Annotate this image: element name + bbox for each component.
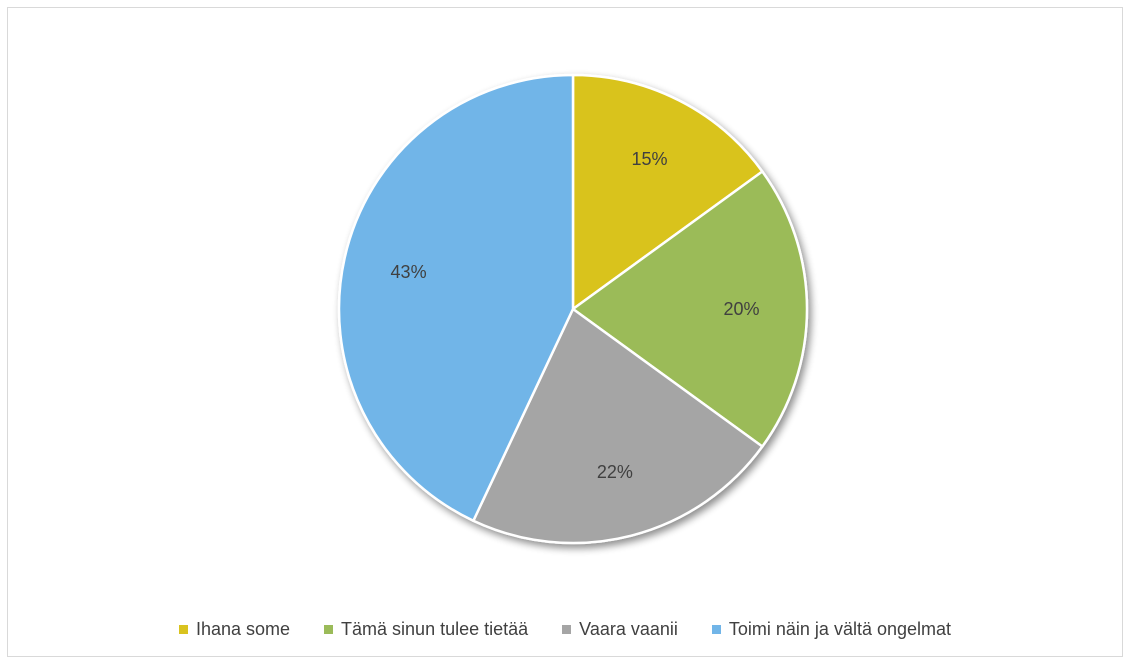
slice-data-label: 20%	[723, 299, 759, 319]
legend-swatch	[324, 625, 334, 634]
pie-slice	[571, 73, 764, 311]
legend-label: Toimi näin ja vältä ongelmat	[728, 619, 952, 639]
pie-slice	[571, 170, 809, 448]
legend-item: Toimi näin ja vältä ongelmat	[711, 619, 952, 640]
legend: Ihana some Tämä sinun tulee tietää Vaara v…	[0, 619, 1130, 640]
slice-data-label: 15%	[631, 149, 667, 169]
slice-data-label: 43%	[391, 262, 427, 282]
legend-label: Tämä sinun tulee tietää	[341, 619, 529, 639]
legend-item: Vaara vaanii	[562, 619, 678, 640]
slice-data-label: 22%	[597, 462, 633, 482]
legend-item: Tämä sinun tulee tietää	[324, 619, 528, 640]
legend-swatch	[711, 625, 721, 634]
legend-item: Ihana some	[178, 619, 291, 640]
legend-swatch	[562, 625, 572, 634]
legend-label: Vaara vaanii	[579, 619, 678, 639]
pie-slice	[337, 73, 575, 522]
legend-swatch	[178, 625, 188, 634]
legend-label: Ihana some	[195, 619, 291, 639]
